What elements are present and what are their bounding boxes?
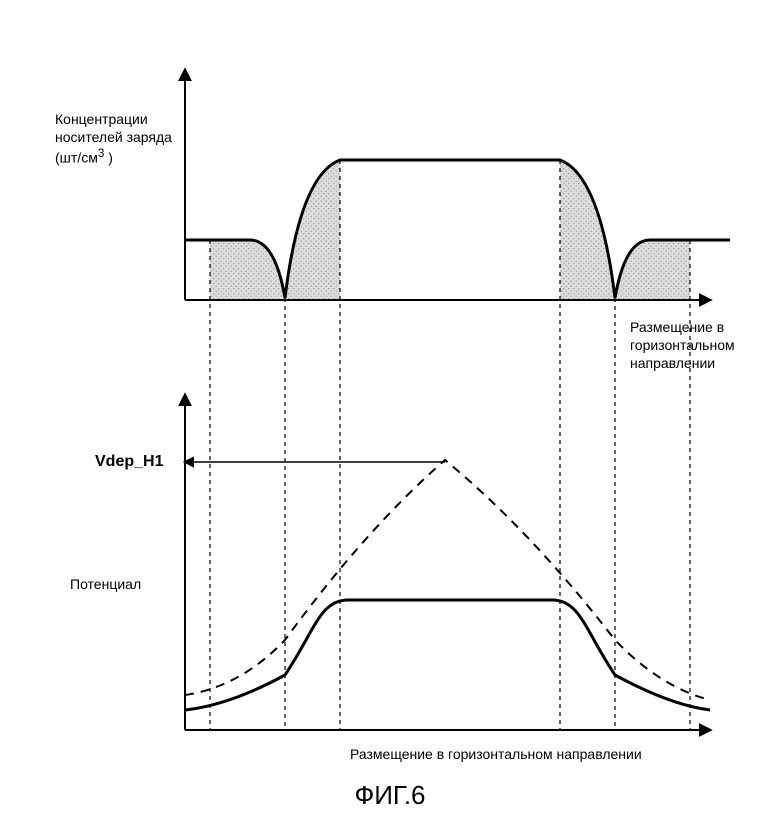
chart1-shade-3: [560, 160, 615, 300]
figure-caption: ФИГ.6: [0, 780, 780, 811]
chart1-shade-4: [615, 240, 690, 300]
figure-container: { "labels": { "y1_line1": "Концентрации"…: [0, 0, 780, 830]
y1-l2: носителей заряда: [55, 129, 172, 145]
y1-l3a: (шт/см: [55, 150, 98, 166]
y2-axis-label: Потенциал: [70, 575, 141, 593]
x1-l2: горизонтальном: [630, 337, 735, 353]
chart1-shade-1: [210, 240, 285, 300]
x2-axis-label: Размещение в горизонтальном направлении: [350, 745, 642, 763]
x1-l1: Размещение в: [630, 319, 724, 335]
y1-l1: Концентрации: [55, 111, 148, 127]
chart2-potential-dashed: [185, 460, 710, 700]
x1-l3: направлении: [630, 355, 715, 371]
x1-axis-label: Размещение в горизонтальном направлении: [630, 318, 735, 373]
vdep-label: Vdep_H1: [95, 452, 163, 473]
y1-l3b: ): [104, 150, 113, 166]
chart1-shade-2: [285, 160, 340, 300]
y1-axis-label: Концентрации носителей заряда (шт/см3 ): [55, 110, 172, 167]
